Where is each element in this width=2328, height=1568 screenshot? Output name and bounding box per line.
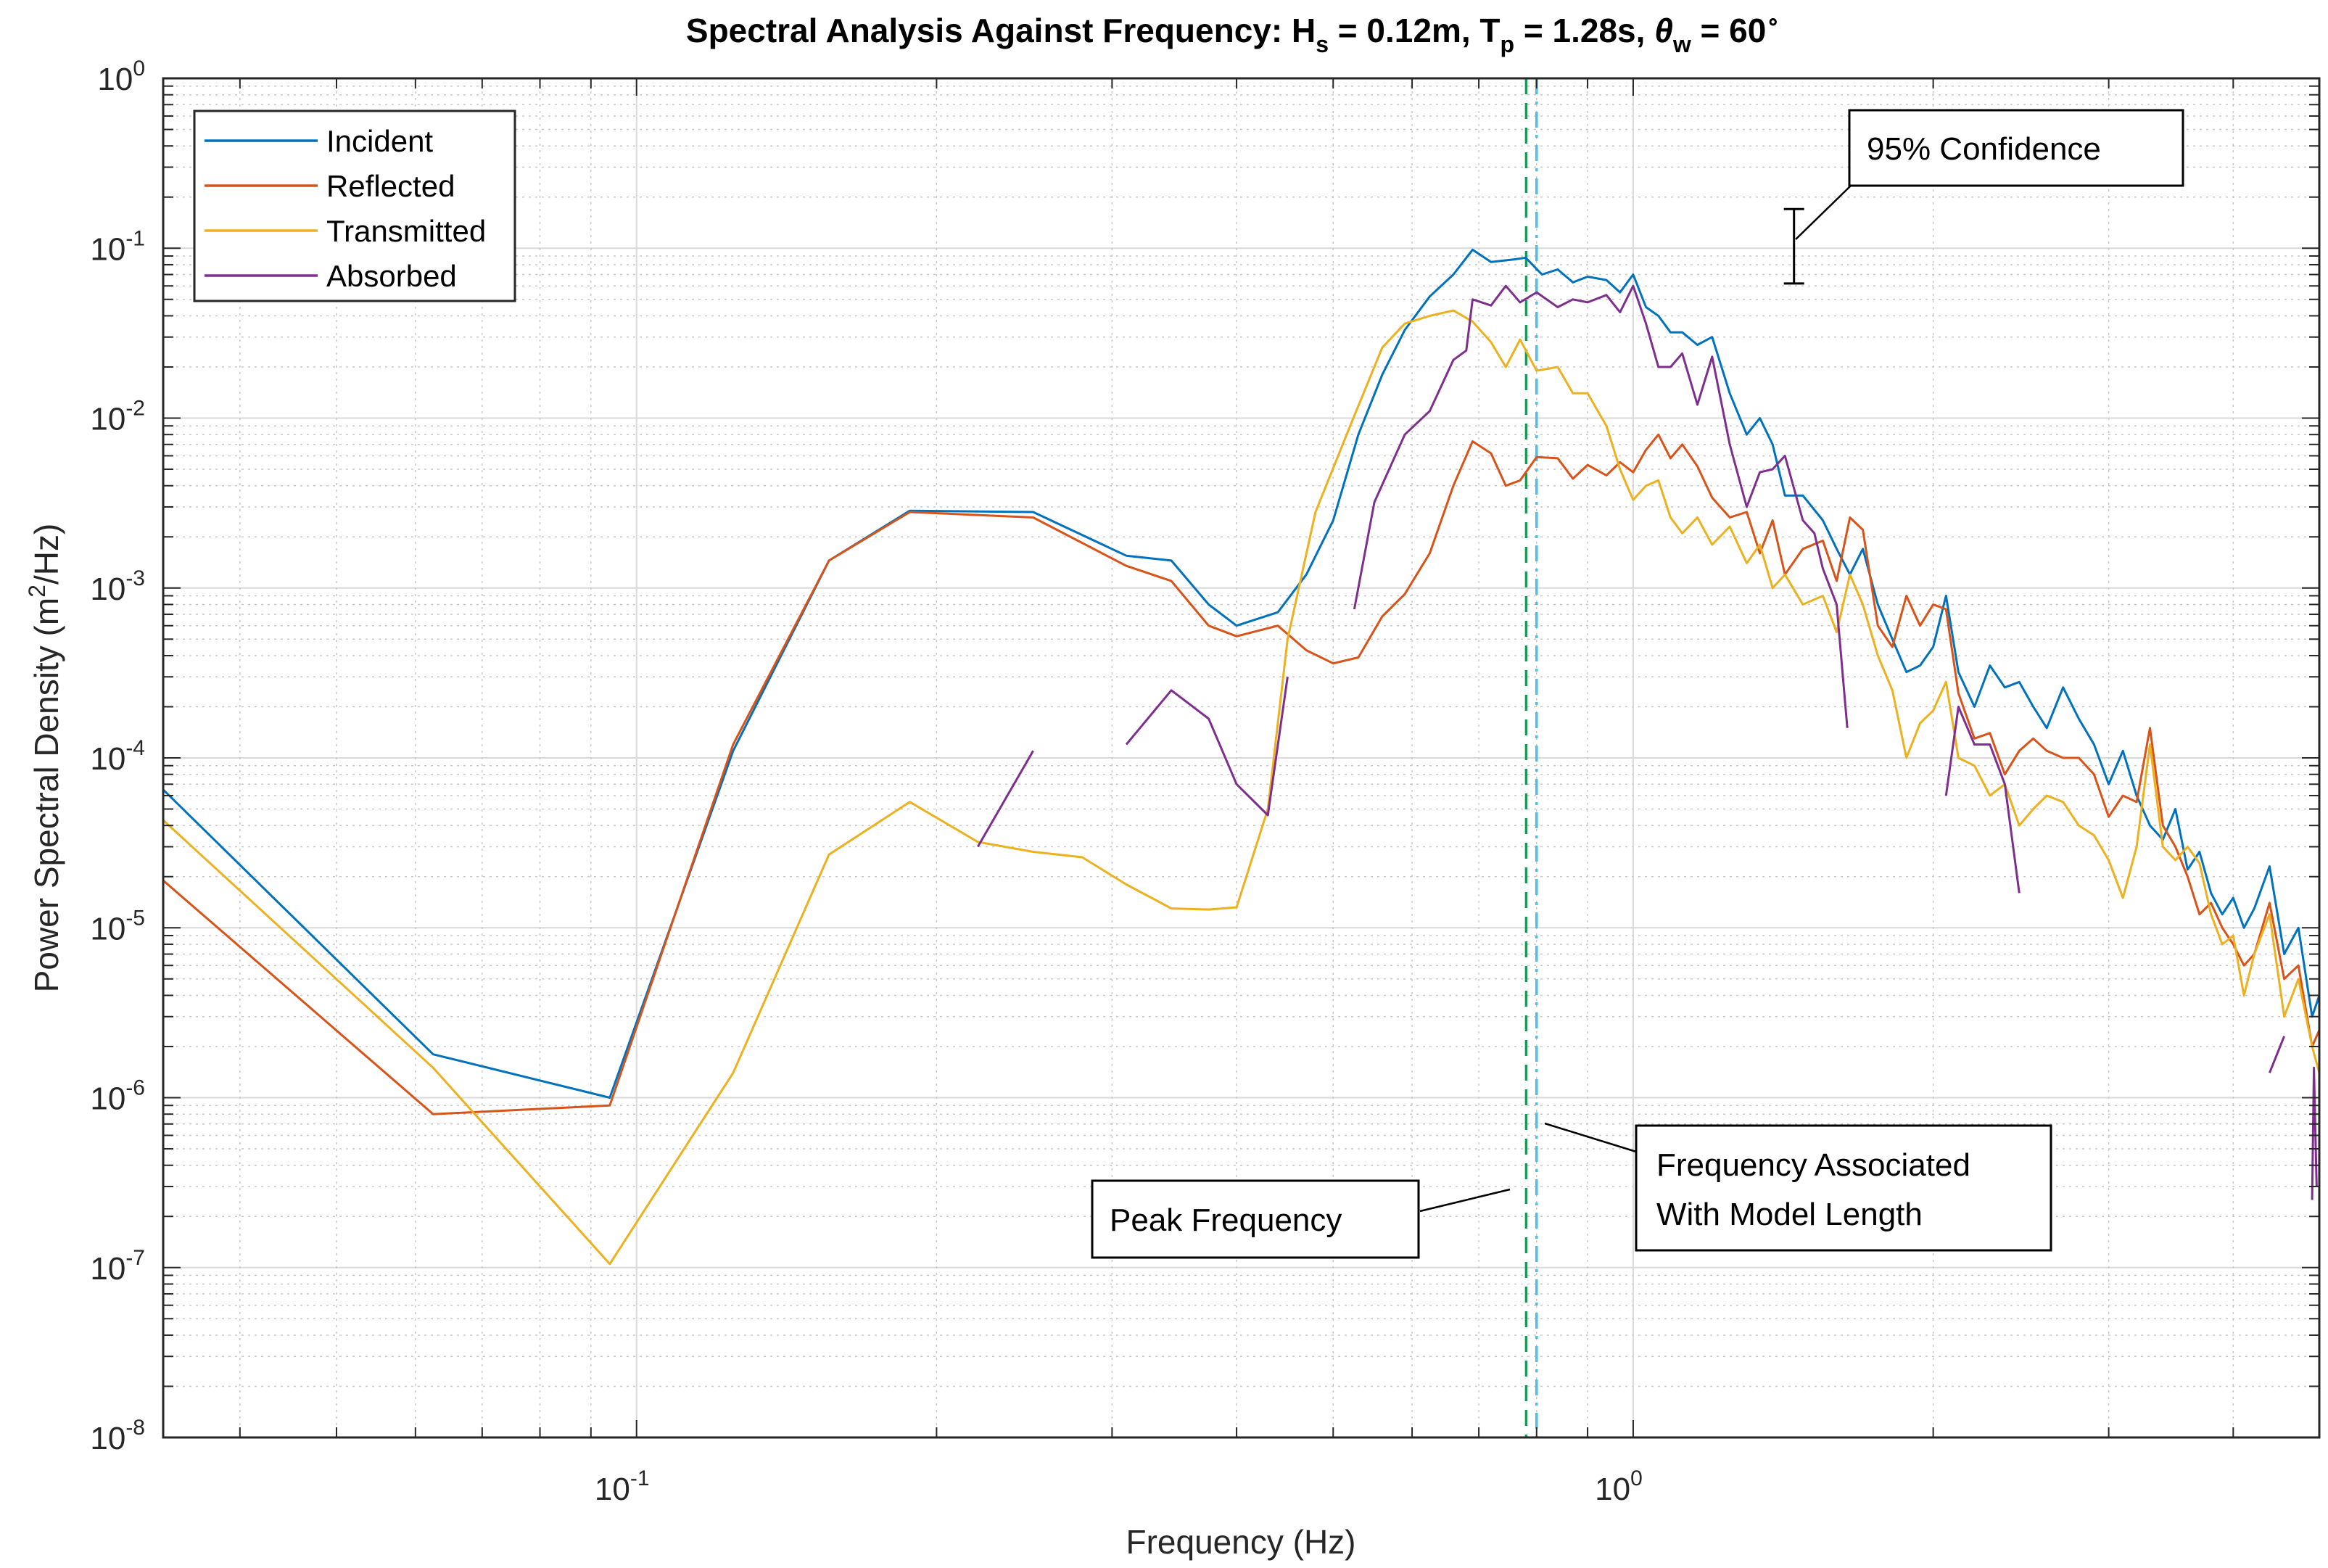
x-tick-label: 10-1 <box>595 1466 650 1507</box>
title-theta-sup: ∘ <box>1766 10 1780 34</box>
y-axis-label: Power Spectral Density (m2/Hz) <box>24 524 65 993</box>
series-absorbed <box>1944 706 2021 894</box>
title-tp-value: = 1.28s, <box>1514 12 1654 49</box>
x-tick-label: 100 <box>1595 1466 1643 1507</box>
y-tick-label: 10-4 <box>90 736 145 777</box>
series-lines <box>162 248 2321 1266</box>
legend-label-reflected: Reflected <box>326 169 455 203</box>
series-absorbed <box>977 750 1034 848</box>
series-transmitted <box>162 309 2321 1266</box>
y-tick-label: 100 <box>97 57 145 97</box>
legend-box <box>193 110 516 302</box>
y-tick-label: 10-7 <box>90 1246 145 1287</box>
series-reflected <box>162 433 2321 1115</box>
series-absorbed <box>2269 1036 2285 1073</box>
title-theta-value: = 60 <box>1691 12 1767 49</box>
title-tp-sub: p <box>1501 31 1515 57</box>
confidence-box <box>1848 109 2184 187</box>
title-theta: θ <box>1654 12 1673 49</box>
series-absorbed <box>1353 284 1849 728</box>
model-length-label-line1: Frequency Associated <box>1656 1147 1970 1183</box>
annotations: 95% Confidence Peak Frequency Frequency As… <box>1091 109 2184 1259</box>
model-length-pointer <box>1544 1122 1637 1153</box>
peak-frequency-box <box>1091 1179 1420 1259</box>
y-tick-label: 10-1 <box>90 226 145 267</box>
title-hs-value: = 0.12m, <box>1329 12 1479 49</box>
peak-frequency-pointer <box>1419 1188 1511 1213</box>
legend: Incident Reflected Transmitted Absorbed <box>193 110 516 302</box>
y-tick-label: 10-5 <box>90 906 145 946</box>
axis-ticks: 100 10-1 10-2 10-3 10-4 10-5 10-6 10-7 10-8 10-1 1… <box>90 57 2319 1507</box>
y-axis-label-main: Power Spectral Density (m <box>28 598 65 993</box>
y-tick-label: 10-3 <box>90 566 145 607</box>
series-absorbed <box>1125 676 1289 817</box>
vertical-markers <box>1524 78 1538 1437</box>
legend-label-transmitted: Transmitted <box>326 214 486 248</box>
y-tick-label: 10-8 <box>90 1416 145 1456</box>
legend-label-absorbed: Absorbed <box>326 259 457 293</box>
model-length-box <box>1635 1124 2052 1252</box>
y-tick-label: 10-2 <box>90 397 145 437</box>
title-main: Spectral Analysis Against Frequency: <box>686 12 1282 49</box>
title-hs: H <box>1292 12 1316 49</box>
confidence-pointer <box>1795 185 1852 240</box>
legend-label-incident: Incident <box>326 124 433 158</box>
title-hs-sub: s <box>1316 31 1329 57</box>
y-tick-label: 10-6 <box>90 1076 145 1117</box>
chart-title: Spectral Analysis Against Frequency: Hs … <box>686 10 1780 57</box>
series-absorbed <box>2311 1066 2318 1200</box>
y-axis-label-end: /Hz) <box>28 524 65 585</box>
title-tp: T <box>1479 12 1500 49</box>
peak-frequency-label: Peak Frequency <box>1110 1202 1342 1238</box>
model-length-label-line2: With Model Length <box>1656 1197 1923 1232</box>
title-theta-sub: w <box>1672 31 1691 57</box>
confidence-label: 95% Confidence <box>1867 131 2101 167</box>
y-axis-label-sup: 2 <box>24 585 50 598</box>
x-axis-label: Frequency (Hz) <box>1126 1523 1356 1561</box>
